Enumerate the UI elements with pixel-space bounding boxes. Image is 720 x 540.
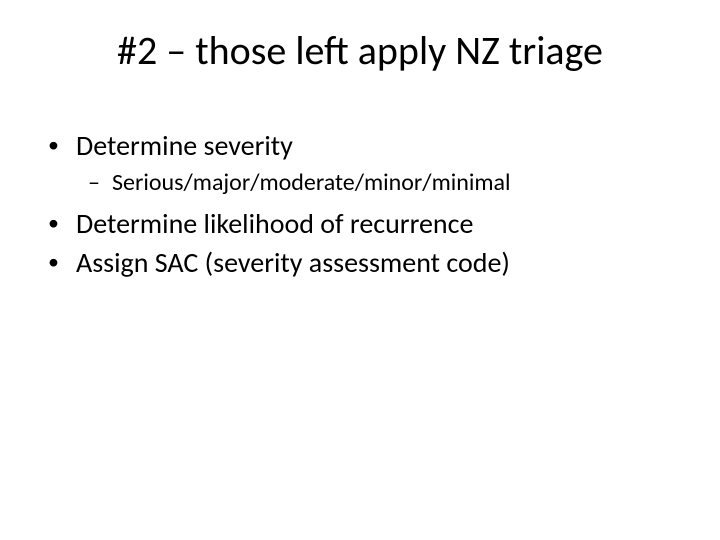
bullet-text: Determine severity [76,128,293,163]
list-item: • Determine severity [48,128,672,163]
list-item: • Determine likelihood of recurrence [48,206,672,241]
dash-icon: – [88,167,112,198]
list-item: • Assign SAC (severity assessment code) [48,245,672,280]
slide-body: • Determine severity – Serious/major/mod… [48,128,672,284]
slide-title: #2 – those left apply NZ triage [0,26,720,75]
bullet-icon: • [48,128,76,162]
bullet-icon: • [48,206,76,240]
bullet-icon: • [48,245,76,279]
bullet-text: Assign SAC (severity assessment code) [76,245,510,280]
list-item: – Serious/major/moderate/minor/minimal [88,167,672,198]
bullet-text: Serious/major/moderate/minor/minimal [112,167,511,198]
slide: #2 – those left apply NZ triage • Determ… [0,0,720,540]
bullet-text: Determine likelihood of recurrence [76,206,473,241]
